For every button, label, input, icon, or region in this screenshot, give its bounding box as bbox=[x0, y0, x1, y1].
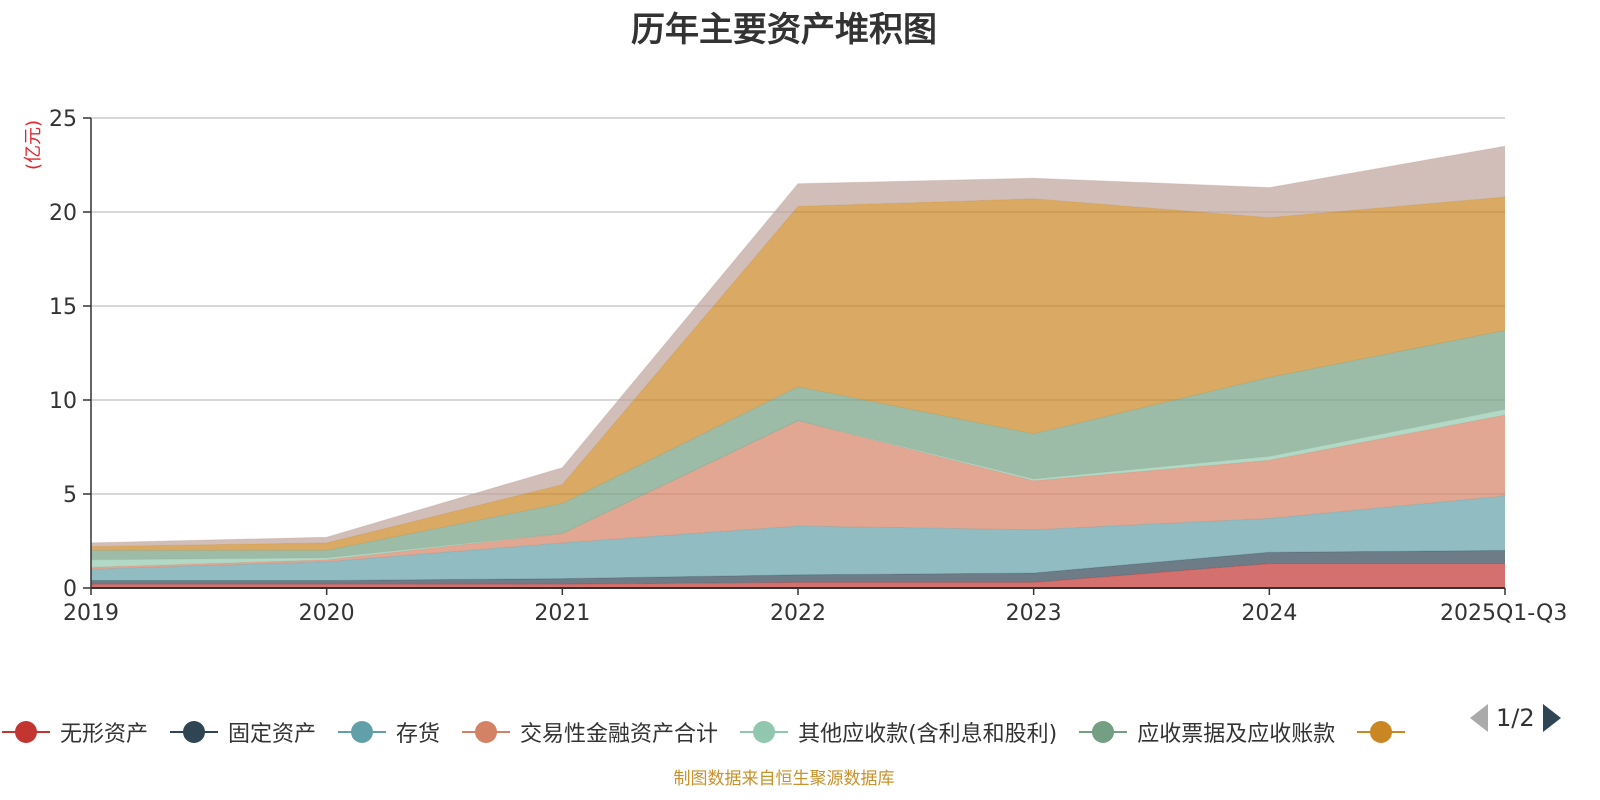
legend-marker-icon bbox=[2, 720, 50, 744]
area-series-3 bbox=[91, 495, 1505, 581]
legend-prev-icon[interactable] bbox=[1470, 704, 1488, 732]
legend: 无形资产 固定资产 存货 交易性金融资产合计 其他应收款(含利息和股利) 应收票据及应收账… bbox=[0, 712, 1600, 752]
area-series-4 bbox=[91, 415, 1505, 570]
legend-marker-icon bbox=[170, 720, 219, 744]
y-tick-label: 5 bbox=[63, 483, 77, 508]
legend-item-3[interactable]: 存货 bbox=[338, 716, 440, 748]
chart-title: 历年主要资产堆积图 bbox=[631, 10, 937, 50]
legend-marker-icon bbox=[740, 720, 789, 744]
x-tick-label: 2025Q1-Q3 bbox=[1440, 601, 1567, 626]
legend-pager: 1/2 bbox=[1470, 704, 1561, 732]
legend-label: 无形资产 bbox=[60, 722, 149, 747]
area-series bbox=[90, 145, 1506, 588]
legend-item-6[interactable]: 应收票据及应收账款 bbox=[1079, 716, 1335, 748]
y-tick-label: 0 bbox=[63, 577, 77, 602]
legend-label: 存货 bbox=[396, 722, 441, 747]
y-tick-label: 20 bbox=[49, 201, 77, 226]
x-tick-label: 2021 bbox=[534, 601, 590, 626]
x-tick-label: 2019 bbox=[63, 601, 119, 626]
y-tick-label: 15 bbox=[49, 295, 77, 320]
legend-marker-icon bbox=[462, 720, 511, 744]
area-series-8 bbox=[91, 146, 1505, 547]
stacked-area-chart: 0 5 10 15 20 25 2019 2020 2021 2022 2023 2024 2025Q1… bbox=[49, 107, 1567, 626]
legend-item-7[interactable] bbox=[1357, 720, 1406, 744]
legend-label: 固定资产 bbox=[228, 722, 317, 747]
legend-item-1[interactable]: 无形资产 bbox=[2, 716, 148, 748]
legend-item-4[interactable]: 交易性金融资产合计 bbox=[462, 716, 718, 748]
legend-label: 其他应收款(含利息和股利) bbox=[798, 722, 1058, 747]
legend-marker-icon bbox=[1357, 720, 1406, 744]
x-tick-label: 2020 bbox=[299, 601, 355, 626]
y-tick-label: 10 bbox=[49, 389, 77, 414]
legend-label: 交易性金融资产合计 bbox=[520, 722, 719, 747]
legend-item-2[interactable]: 固定资产 bbox=[170, 716, 316, 748]
area-series-2 bbox=[91, 550, 1505, 585]
legend-next-icon[interactable] bbox=[1542, 704, 1561, 732]
area-series-edge-8 bbox=[90, 145, 1506, 544]
axes: 0 5 10 15 20 25 2019 2020 2021 2022 2023 2024 2025Q1… bbox=[49, 107, 1567, 626]
area-series-6 bbox=[91, 330, 1505, 560]
legend-page-indicator: 1/2 bbox=[1496, 704, 1535, 732]
legend-marker-icon bbox=[1079, 720, 1128, 744]
area-series-1 bbox=[91, 563, 1505, 588]
area-series-7 bbox=[91, 197, 1505, 551]
legend-marker-icon bbox=[338, 720, 387, 744]
legend-item-5[interactable]: 其他应收款(含利息和股利) bbox=[740, 716, 1057, 748]
data-source-note: 制图数据来自恒生聚源数据库 bbox=[673, 769, 895, 789]
x-tick-label: 2024 bbox=[1241, 601, 1297, 626]
x-tick-label: 2023 bbox=[1006, 601, 1062, 626]
x-tick-label: 2022 bbox=[770, 601, 826, 626]
legend-label: 应收票据及应收账款 bbox=[1137, 722, 1336, 747]
y-tick-label: 25 bbox=[49, 107, 77, 132]
